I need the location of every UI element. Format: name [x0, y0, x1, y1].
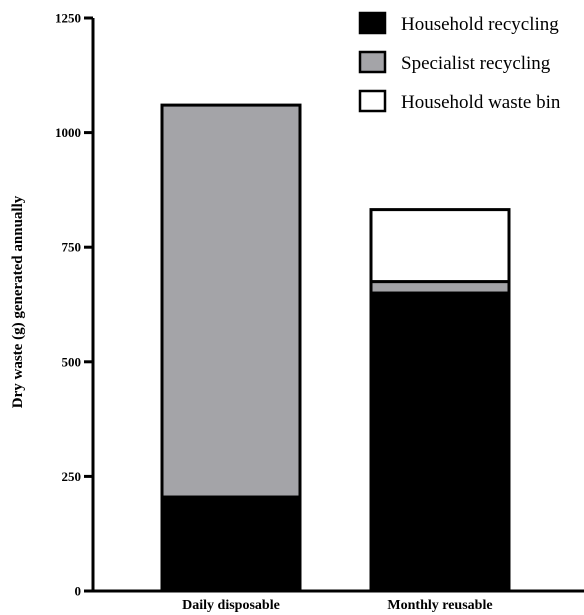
bars: [160, 103, 511, 593]
legend: Household recycling Specialist recycling H…: [358, 11, 561, 113]
y-tick-label: 500: [62, 354, 82, 369]
bar-daily-disposable-specialist-recycling: [160, 103, 302, 499]
y-tick-label: 1000: [55, 125, 81, 140]
legend-swatch-household-waste-bin: [358, 89, 387, 113]
x-category-labels: Daily disposable Monthly reusable: [182, 598, 492, 613]
bar-daily-disposable-household-recycling: [160, 495, 302, 593]
y-ticks: 0 250 500 750 1000 1250: [55, 11, 93, 599]
y-tick-label: 1250: [55, 11, 81, 26]
legend-swatch-household-recycling: [358, 11, 387, 35]
y-tick-label: 0: [75, 584, 82, 599]
legend-swatch-specialist-recycling: [358, 50, 387, 74]
bar-monthly-reusable-specialist-recycling: [369, 280, 511, 295]
x-label-daily-disposable: Daily disposable: [182, 598, 280, 613]
axes: [91, 18, 584, 593]
y-tick-label: 750: [62, 240, 82, 255]
legend-label-household-waste-bin: Household waste bin: [401, 92, 561, 113]
bar-monthly-reusable-household-recycling: [369, 291, 511, 593]
legend-label-specialist-recycling: Specialist recycling: [401, 53, 551, 74]
bar-monthly-reusable-household-waste-bin: [369, 208, 511, 284]
legend-label-household-recycling: Household recycling: [401, 14, 559, 35]
x-label-monthly-reusable: Monthly reusable: [387, 598, 492, 613]
y-tick-label: 250: [62, 469, 82, 484]
y-axis-title: Dry waste (g) generated annually: [10, 195, 26, 408]
